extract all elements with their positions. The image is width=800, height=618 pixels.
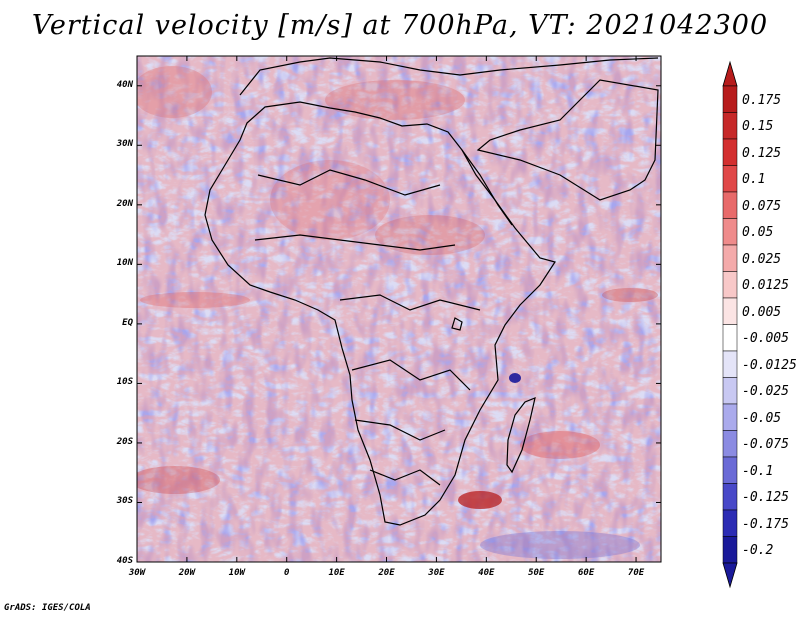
colorbar-label: 0.075 <box>742 198 782 214</box>
colorbar-label: 0.005 <box>742 304 782 320</box>
colorbar-swatch <box>722 430 738 458</box>
colorbar-swatch <box>722 165 738 193</box>
y-tick-label: 20S <box>116 436 133 447</box>
y-tick-label: 30N <box>116 139 133 150</box>
colorbar-label: -0.025 <box>742 384 789 399</box>
x-tick-label: 0 <box>283 568 290 578</box>
colorbar-swatch <box>722 85 738 113</box>
border-4 <box>351 359 471 391</box>
plot-frame <box>136 55 662 563</box>
y-tick-label: 40N <box>116 79 133 90</box>
border-3 <box>339 294 481 311</box>
y-tick-label: 10N <box>116 258 133 269</box>
x-tick-label: 60E <box>578 568 595 578</box>
x-tick-label: 40E <box>478 568 495 578</box>
colorbar-label: 0.025 <box>742 251 782 267</box>
coastlines <box>204 57 659 526</box>
colorbar-swatch <box>722 483 738 511</box>
lake-victoria <box>451 317 463 331</box>
x-tick-label: 20E <box>378 568 395 578</box>
colorbar-swatch <box>722 350 738 378</box>
x-tick-label: 50E <box>528 568 545 578</box>
colorbar-swatch <box>722 403 738 431</box>
colorbar-label: -0.0125 <box>742 357 797 373</box>
x-tick-label: 20W <box>178 568 196 578</box>
x-tick-label: 70E <box>627 568 645 578</box>
colorbar-swatch <box>722 271 738 299</box>
colorbar-label: 0.15 <box>742 119 774 134</box>
axis-ticks <box>136 56 661 563</box>
map-title: Vertical velocity [m/s] at 700hPa, VT: 2… <box>31 10 769 41</box>
colorbar-swatch <box>722 218 738 246</box>
colorbar-label: 0.1 <box>742 172 766 187</box>
colorbar <box>722 60 738 589</box>
colorbar-swatch <box>722 377 738 405</box>
x-tick-label: 30W <box>128 568 146 578</box>
colorbar-swatch <box>722 297 738 325</box>
colorbar-label: -0.005 <box>742 331 789 346</box>
colorbar-label: 0.125 <box>742 145 782 161</box>
x-tick-label: 10W <box>228 568 245 578</box>
colorbar-label: -0.05 <box>742 410 782 426</box>
x-tick-label: 10E <box>328 568 345 578</box>
colorbar-label: -0.2 <box>742 543 774 558</box>
colorbar-label: 0.175 <box>742 92 782 108</box>
colorbar-arrow <box>722 60 738 87</box>
y-tick-label: 20N <box>116 198 133 209</box>
africa-outline <box>204 101 556 526</box>
europe-outline <box>239 57 659 96</box>
colorbar-label: -0.175 <box>742 516 789 532</box>
credit-label: GrADS: IGES/COLA <box>4 603 91 613</box>
arabia-outline <box>476 79 659 201</box>
colorbar-swatch <box>722 138 738 166</box>
colorbar-swatch <box>722 324 738 352</box>
colorbar-label: -0.075 <box>742 437 789 452</box>
border-6 <box>369 469 441 486</box>
madagascar-outline <box>506 397 536 474</box>
colorbar-label: 0.05 <box>742 225 774 240</box>
colorbar-label: -0.125 <box>742 490 789 505</box>
border-5 <box>354 419 446 441</box>
colorbar-swatch <box>722 509 738 537</box>
border-2 <box>254 234 456 251</box>
border-1 <box>257 169 441 196</box>
colorbar-swatch <box>722 456 738 484</box>
colorbar-swatch <box>722 244 738 272</box>
colorbar-label: -0.1 <box>742 463 774 479</box>
velocity-field <box>137 56 661 562</box>
colorbar-label: 0.0125 <box>742 278 789 293</box>
y-tick-label: EQ <box>122 317 133 328</box>
y-tick-label: 40S <box>116 556 133 566</box>
y-tick-label: 10S <box>116 377 133 388</box>
colorbar-swatch <box>722 191 738 219</box>
x-tick-label: 30E <box>428 568 445 578</box>
colorbar-swatch <box>722 536 738 564</box>
colorbar-arrow <box>722 562 738 589</box>
red-sea <box>461 149 513 226</box>
y-tick-label: 30S <box>116 496 133 507</box>
colorbar-swatch <box>722 112 738 140</box>
